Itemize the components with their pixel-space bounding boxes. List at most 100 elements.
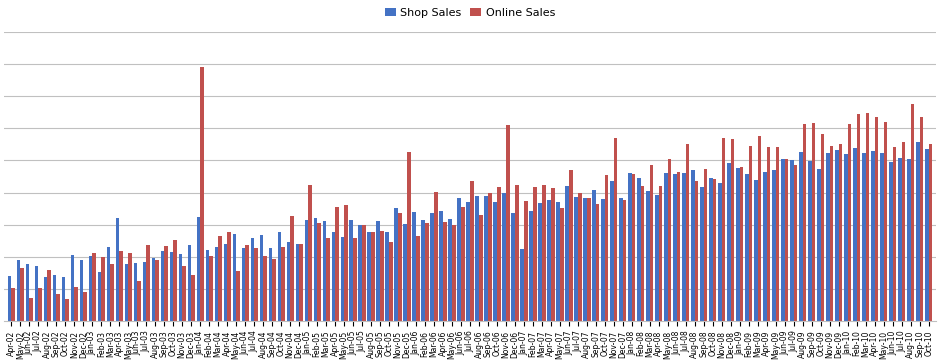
Bar <box>602 199 605 321</box>
Bar <box>452 225 456 321</box>
Bar <box>380 232 384 321</box>
Bar <box>808 162 812 321</box>
Bar <box>925 149 929 321</box>
Bar <box>448 219 452 321</box>
Bar <box>911 105 915 321</box>
Bar <box>521 249 524 321</box>
Bar <box>102 257 105 321</box>
Bar <box>556 202 560 321</box>
Bar <box>781 159 785 321</box>
Bar <box>182 266 186 321</box>
Bar <box>749 146 752 321</box>
Bar <box>434 192 438 321</box>
Bar <box>251 238 254 321</box>
Bar <box>128 253 132 321</box>
Bar <box>578 193 582 321</box>
Bar <box>623 200 626 321</box>
Bar <box>169 252 173 321</box>
Bar <box>907 159 911 321</box>
Bar <box>569 170 572 321</box>
Bar <box>314 218 317 321</box>
Bar <box>875 117 878 321</box>
Bar <box>466 201 470 321</box>
Bar <box>893 147 896 321</box>
Bar <box>232 234 236 321</box>
Bar <box>898 158 901 321</box>
Bar <box>74 287 78 321</box>
Bar <box>659 185 663 321</box>
Bar <box>281 247 285 321</box>
Bar <box>353 238 356 321</box>
Bar <box>803 125 807 321</box>
Bar <box>470 181 474 321</box>
Bar <box>574 197 578 321</box>
Bar <box>416 236 419 321</box>
Bar <box>830 146 834 321</box>
Bar <box>179 254 182 321</box>
Bar <box>214 247 218 321</box>
Bar <box>901 142 905 321</box>
Bar <box>650 164 653 321</box>
Bar <box>161 251 164 321</box>
Bar <box>196 217 200 321</box>
Bar <box>880 152 884 321</box>
Bar <box>88 256 92 321</box>
Bar <box>533 187 537 321</box>
Bar <box>263 256 267 321</box>
Bar <box>151 258 155 321</box>
Bar <box>709 178 713 321</box>
Bar <box>673 174 677 321</box>
Bar <box>838 144 842 321</box>
Bar <box>758 136 761 321</box>
Bar <box>326 237 330 321</box>
Bar <box>340 237 344 321</box>
Bar <box>92 253 96 321</box>
Bar <box>551 188 555 321</box>
Bar <box>56 294 60 321</box>
Bar <box>730 139 734 321</box>
Bar <box>137 281 141 321</box>
Bar <box>106 247 110 321</box>
Bar <box>133 263 137 321</box>
Bar <box>242 248 245 321</box>
Bar <box>740 167 744 321</box>
Bar <box>173 240 177 321</box>
Bar <box>713 179 716 321</box>
Bar <box>290 216 293 321</box>
Bar <box>619 198 623 321</box>
Bar <box>371 232 375 321</box>
Bar <box>80 260 84 321</box>
Bar <box>236 271 240 321</box>
Bar <box>547 200 551 321</box>
Bar <box>866 113 870 321</box>
Bar <box>254 248 258 321</box>
Bar <box>767 147 771 321</box>
Bar <box>704 169 708 321</box>
Bar <box>368 232 371 321</box>
Bar <box>39 288 42 321</box>
Bar <box>754 180 758 321</box>
Bar <box>188 245 191 321</box>
Bar <box>812 123 815 321</box>
Bar <box>862 154 866 321</box>
Bar <box>287 242 290 321</box>
Bar <box>295 244 299 321</box>
Bar <box>793 165 797 321</box>
Bar <box>718 183 722 321</box>
Bar <box>476 196 479 321</box>
Bar <box>542 185 545 321</box>
Bar <box>826 153 830 321</box>
Bar <box>587 198 590 321</box>
Bar <box>484 196 488 321</box>
Bar <box>821 134 824 321</box>
Bar <box>745 174 749 321</box>
Bar <box>358 225 362 321</box>
Bar <box>224 244 227 321</box>
Bar <box>641 186 645 321</box>
Bar <box>647 191 650 321</box>
Bar <box>210 256 212 321</box>
Bar <box>854 147 856 321</box>
Bar <box>439 211 443 321</box>
Bar <box>871 151 875 321</box>
Bar <box>502 193 506 321</box>
